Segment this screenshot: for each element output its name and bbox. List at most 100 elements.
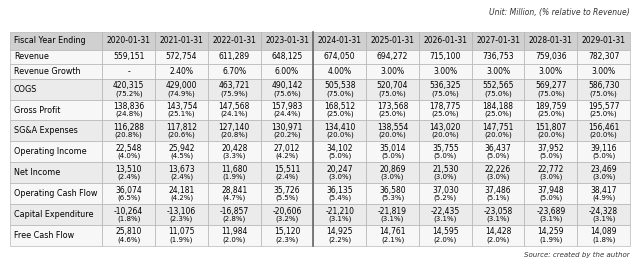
Bar <box>102 100 155 120</box>
Text: 25,810: 25,810 <box>116 227 142 237</box>
Bar <box>577 204 630 225</box>
Bar <box>208 100 260 120</box>
Text: (5.1%): (5.1%) <box>486 195 509 201</box>
Text: (5.0%): (5.0%) <box>328 153 351 159</box>
Bar <box>155 120 208 141</box>
Text: 37,030: 37,030 <box>432 186 459 195</box>
Bar <box>577 64 630 79</box>
Text: 24,181: 24,181 <box>168 186 195 195</box>
Text: (3.1%): (3.1%) <box>539 216 563 222</box>
Text: 11,680: 11,680 <box>221 165 248 174</box>
Text: Net Income: Net Income <box>14 168 60 177</box>
Text: (1.8%): (1.8%) <box>592 237 615 243</box>
Text: (3.2%): (3.2%) <box>275 216 299 222</box>
Bar <box>102 32 155 50</box>
Text: (2.4%): (2.4%) <box>275 174 299 180</box>
Text: (3.0%): (3.0%) <box>328 174 351 180</box>
Text: 36,135: 36,135 <box>326 186 353 195</box>
Text: 35,755: 35,755 <box>432 144 459 153</box>
Text: 648,125: 648,125 <box>271 52 303 61</box>
Text: 21,530: 21,530 <box>432 165 459 174</box>
Text: (25.0%): (25.0%) <box>379 111 406 118</box>
Bar <box>366 225 419 246</box>
Bar <box>260 141 314 162</box>
Text: 28,841: 28,841 <box>221 186 248 195</box>
Bar <box>155 204 208 225</box>
Text: 35,726: 35,726 <box>274 186 300 195</box>
Text: 552,565: 552,565 <box>483 81 514 90</box>
Text: 14,428: 14,428 <box>485 227 511 237</box>
Text: 11,984: 11,984 <box>221 227 248 237</box>
Bar <box>577 120 630 141</box>
Bar <box>472 225 524 246</box>
Text: (3.0%): (3.0%) <box>539 174 563 180</box>
Bar <box>419 100 472 120</box>
Text: 130,971: 130,971 <box>271 123 303 132</box>
Bar <box>10 162 102 183</box>
Bar <box>472 64 524 79</box>
Bar <box>366 204 419 225</box>
Text: 127,140: 127,140 <box>219 123 250 132</box>
Bar <box>366 120 419 141</box>
Bar <box>155 32 208 50</box>
Text: -21,210: -21,210 <box>325 207 355 216</box>
Bar <box>314 204 366 225</box>
Text: (2.8%): (2.8%) <box>223 216 246 222</box>
Text: (20.8%): (20.8%) <box>115 132 143 138</box>
Text: (4.7%): (4.7%) <box>223 195 246 201</box>
Text: (5.0%): (5.0%) <box>540 195 563 201</box>
Bar <box>10 64 102 79</box>
Text: 168,512: 168,512 <box>324 102 355 111</box>
Text: (75.9%): (75.9%) <box>220 90 248 97</box>
Bar <box>155 183 208 204</box>
Text: 520,704: 520,704 <box>377 81 408 90</box>
Bar <box>314 162 366 183</box>
Bar <box>366 50 419 64</box>
Text: 37,952: 37,952 <box>538 144 564 153</box>
Text: 3.00%: 3.00% <box>433 67 458 76</box>
Text: (2.4%): (2.4%) <box>170 174 193 180</box>
Bar <box>155 50 208 64</box>
Bar <box>314 32 366 50</box>
Bar <box>366 79 419 100</box>
Text: 14,595: 14,595 <box>432 227 459 237</box>
Text: (20.0%): (20.0%) <box>379 132 406 138</box>
Text: (3.0%): (3.0%) <box>592 174 615 180</box>
Bar <box>419 162 472 183</box>
Text: 13,673: 13,673 <box>168 165 195 174</box>
Text: 3.00%: 3.00% <box>486 67 510 76</box>
Text: (24.8%): (24.8%) <box>115 111 143 118</box>
Text: (5.0%): (5.0%) <box>486 153 509 159</box>
Text: (75.0%): (75.0%) <box>589 90 618 97</box>
Text: 22,226: 22,226 <box>485 165 511 174</box>
Bar <box>10 120 102 141</box>
Bar <box>102 141 155 162</box>
Text: 157,983: 157,983 <box>271 102 303 111</box>
Bar <box>472 162 524 183</box>
Text: 15,120: 15,120 <box>274 227 300 237</box>
Bar <box>314 79 366 100</box>
Text: (5.3%): (5.3%) <box>381 195 404 201</box>
Text: 36,074: 36,074 <box>115 186 142 195</box>
Text: 195,577: 195,577 <box>588 102 620 111</box>
Bar <box>314 50 366 64</box>
Text: (1.9%): (1.9%) <box>539 237 563 243</box>
Text: (75.0%): (75.0%) <box>326 90 354 97</box>
Text: (2.3%): (2.3%) <box>275 237 299 243</box>
Text: 138,836: 138,836 <box>113 102 145 111</box>
Text: 4.00%: 4.00% <box>328 67 352 76</box>
Text: 759,036: 759,036 <box>535 52 566 61</box>
Bar <box>155 64 208 79</box>
Text: (5.0%): (5.0%) <box>540 153 563 159</box>
Text: Capital Expenditure: Capital Expenditure <box>14 210 93 219</box>
Bar <box>524 32 577 50</box>
Bar <box>472 120 524 141</box>
Text: (24.1%): (24.1%) <box>220 111 248 118</box>
Bar <box>314 183 366 204</box>
Text: (3.3%): (3.3%) <box>223 153 246 159</box>
Text: (3.1%): (3.1%) <box>381 216 404 222</box>
Text: 2021-01-31: 2021-01-31 <box>159 36 204 45</box>
Text: (4.0%): (4.0%) <box>117 153 140 159</box>
Text: (25.0%): (25.0%) <box>537 111 564 118</box>
Text: (3.0%): (3.0%) <box>434 174 457 180</box>
